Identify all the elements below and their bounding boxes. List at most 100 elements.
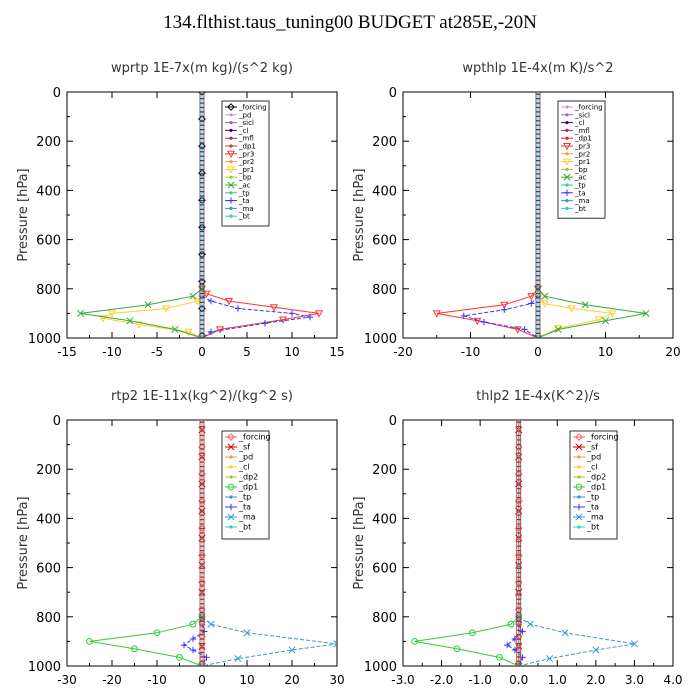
zero-column-marker	[199, 546, 205, 551]
zero-column-marker	[199, 599, 205, 604]
zero-column-marker	[535, 182, 541, 188]
legend-dot	[565, 167, 569, 171]
data-point_pr1	[134, 321, 144, 329]
legend-entry: _pd	[238, 111, 251, 119]
data-point_pr1	[107, 310, 117, 318]
legend-entry: _sf	[586, 443, 598, 452]
zero-column-marker	[535, 333, 541, 338]
data-point_ma	[546, 655, 554, 663]
zero-column-marker	[535, 142, 541, 148]
zero-column-marker	[535, 235, 541, 241]
data-point_ta	[261, 320, 269, 327]
y-axis-label: Pressure [hPa]	[16, 496, 31, 589]
zero-column-marker	[535, 271, 541, 276]
y-tick-label: 400	[36, 512, 61, 527]
legend-dot	[229, 455, 233, 459]
data-point_dp1	[131, 645, 138, 653]
zero-column-marker	[535, 138, 541, 144]
zero-column-marker	[535, 297, 541, 303]
zero-column-marker	[199, 156, 205, 161]
zero-column-marker	[516, 612, 522, 618]
zero-column-marker	[199, 470, 205, 476]
zero-column-marker	[199, 466, 205, 472]
zero-column-marker	[516, 479, 522, 485]
series-line_dp1	[89, 616, 203, 666]
zero-column-marker	[535, 94, 541, 99]
zero-column-marker	[199, 116, 205, 121]
y-tick-label: 1000	[28, 660, 61, 675]
zero-column-marker	[199, 328, 205, 334]
zero-column-marker	[199, 616, 205, 622]
zero-column-marker	[199, 111, 205, 117]
zero-column-marker	[516, 488, 522, 494]
zero-column-marker	[199, 209, 205, 214]
zero-column-marker	[535, 257, 541, 263]
zero-column-marker	[516, 550, 522, 556]
plot-area	[76, 92, 324, 338]
zero-column-marker	[199, 577, 205, 582]
data-point_ac	[541, 292, 549, 300]
zero-column-marker	[516, 647, 522, 653]
zero-column-marker	[535, 164, 541, 170]
legend-marker	[226, 166, 236, 174]
legend-entry: _mfl	[238, 135, 254, 143]
y-tick-label: 800	[372, 283, 397, 298]
zero-column-marker	[199, 262, 205, 268]
zero-column-marker	[535, 310, 541, 316]
zero-column-marker	[199, 182, 205, 188]
zero-column-marker	[535, 288, 541, 294]
legend-dot	[229, 465, 233, 469]
zero-column-marker	[199, 532, 205, 538]
zero-column-marker	[535, 213, 541, 219]
y-tick-label: 600	[372, 234, 397, 249]
data-point_pr3	[314, 310, 324, 318]
zero-column-marker	[516, 616, 522, 622]
legend-dot	[229, 191, 233, 195]
zero-column-marker	[199, 430, 205, 436]
zero-column-marker	[199, 271, 205, 276]
zero-column-marker	[516, 484, 522, 489]
zero-column-marker	[516, 426, 522, 432]
legend-entry: _ma	[238, 205, 254, 213]
legend-marker	[563, 173, 571, 181]
zero-column-marker	[516, 439, 522, 445]
zero-column-marker	[199, 457, 205, 463]
data-point_ta	[528, 300, 535, 307]
zero-column-marker	[516, 466, 522, 472]
data-point_pr3	[473, 317, 482, 326]
legend-entry: _ta	[574, 189, 586, 197]
zero-column-marker	[516, 457, 522, 463]
series-line_ac	[80, 288, 203, 338]
zero-column-marker	[199, 275, 205, 281]
zero-column-marker	[535, 187, 541, 192]
zero-column-marker	[199, 231, 205, 237]
zero-column-marker	[535, 173, 541, 179]
zero-column-marker	[199, 333, 205, 338]
data-point_ta	[207, 297, 215, 305]
zero-column-marker	[199, 515, 205, 520]
data-point_pr1	[184, 328, 193, 337]
legend-box	[221, 100, 270, 227]
y-tick-label: 200	[372, 463, 397, 478]
y-axis-label: Pressure [hPa]	[16, 168, 31, 261]
zero-column-marker	[535, 293, 541, 299]
zero-column-marker	[516, 577, 522, 582]
y-tick-label: 400	[372, 512, 397, 527]
zero-column-marker	[199, 492, 205, 498]
zero-column-marker	[535, 111, 541, 117]
data-point_pr1	[193, 298, 202, 306]
zero-column-marker	[199, 568, 205, 573]
y-tick-label: 400	[372, 184, 397, 199]
zero-column-marker	[535, 328, 541, 334]
legend-entry: _dp1	[238, 143, 256, 151]
zero-column-marker	[516, 444, 522, 449]
x-tick-label: 10	[239, 673, 254, 687]
zero-column-marker	[535, 147, 541, 152]
zero-column-marker	[199, 612, 205, 618]
zero-column-marker	[199, 164, 205, 170]
zero-column-marker	[516, 537, 522, 542]
zero-column-marker	[535, 315, 541, 321]
zero-column-marker	[516, 532, 522, 538]
chart-panel-3: rtp2 1E-11x(kg^2)/(kg^2 s) Pressure [hPa]…	[16, 389, 345, 687]
legend-entry: _cl	[238, 127, 248, 135]
